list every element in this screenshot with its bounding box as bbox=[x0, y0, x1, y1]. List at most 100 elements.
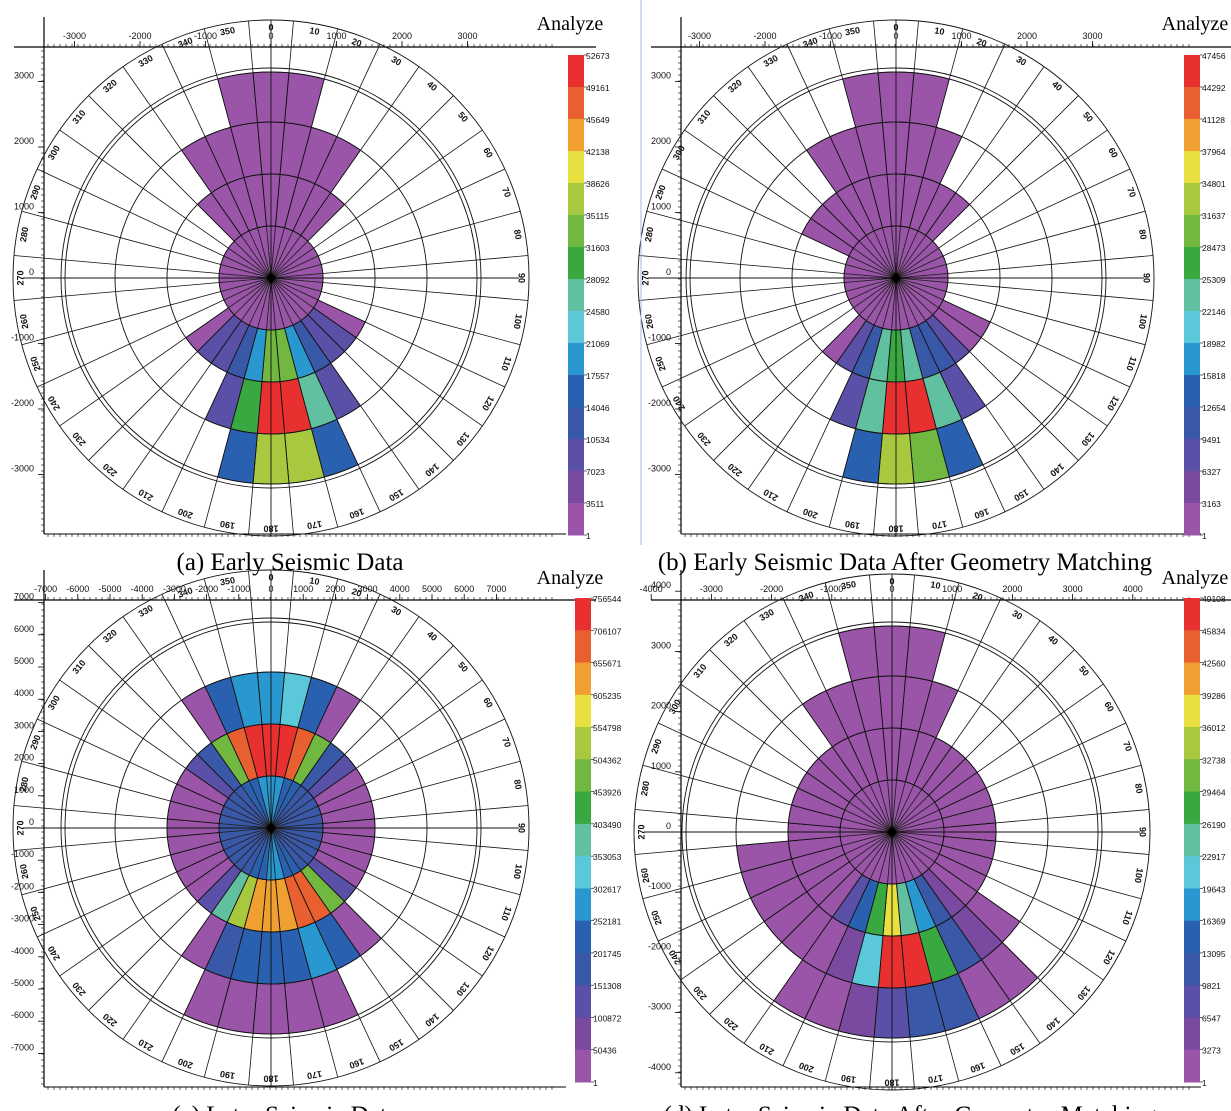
grid-spoke bbox=[824, 882, 879, 1082]
y-tick-label: 3000 bbox=[651, 71, 671, 81]
grid-spoke bbox=[925, 66, 1045, 236]
panel-title: Analyze bbox=[1162, 13, 1229, 35]
x-tick-label: 2000 bbox=[1017, 31, 1037, 41]
grid-spoke bbox=[913, 878, 1002, 1066]
angle-label: 140 bbox=[1048, 461, 1066, 478]
grid-spoke bbox=[13, 832, 220, 851]
grid-spoke bbox=[292, 44, 381, 232]
grid-spoke bbox=[307, 95, 454, 242]
angle-label: 290 bbox=[653, 184, 668, 202]
colorbar-swatch bbox=[575, 985, 591, 1018]
grid-spoke bbox=[634, 809, 841, 828]
angle-label: 260 bbox=[18, 313, 30, 330]
grid-spoke bbox=[925, 320, 1045, 490]
angle-label: 70 bbox=[500, 186, 513, 199]
grid-spoke bbox=[946, 210, 1146, 265]
colorbar-swatch bbox=[568, 215, 584, 248]
colorbar-label: 353053 bbox=[593, 852, 622, 862]
angle-label: 0 bbox=[268, 572, 273, 582]
colorbar-label: 38626 bbox=[586, 179, 610, 189]
angle-label: 50 bbox=[1077, 664, 1091, 678]
colorbar-label: 45834 bbox=[1202, 626, 1226, 636]
grid-spoke bbox=[786, 324, 875, 512]
y-tick-label: 6000 bbox=[14, 624, 34, 634]
colorbar-swatch bbox=[575, 1049, 591, 1083]
colorbar-label: 50436 bbox=[593, 1046, 617, 1056]
grid-spoke bbox=[317, 299, 505, 388]
grid-spoke bbox=[203, 878, 258, 1078]
grid-spoke bbox=[322, 805, 529, 824]
y-tick-label: 0 bbox=[29, 817, 34, 827]
grid-spoke bbox=[680, 861, 850, 981]
grid-spoke bbox=[292, 324, 381, 512]
x-tick-label: 1000 bbox=[942, 584, 962, 594]
colorbar-label: 10534 bbox=[586, 435, 610, 445]
y-tick-label: -1000 bbox=[648, 333, 671, 343]
grid-spoke bbox=[943, 836, 1150, 855]
angle-label: 110 bbox=[1120, 909, 1134, 926]
colorbar-label: 9491 bbox=[1202, 435, 1221, 445]
colorbar-swatch bbox=[575, 662, 591, 696]
angle-label: 240 bbox=[671, 394, 687, 412]
angle-label: 90 bbox=[1142, 273, 1152, 283]
x-tick-label: -1000 bbox=[194, 31, 217, 41]
angle-label: 230 bbox=[691, 984, 708, 1002]
colorbar-label: 15818 bbox=[1202, 371, 1226, 381]
grid-spoke bbox=[21, 210, 221, 265]
grid-spoke bbox=[709, 868, 856, 1015]
x-tick-label: -4000 bbox=[640, 584, 663, 594]
y-tick-label: 1000 bbox=[651, 202, 671, 212]
angle-label: 50 bbox=[456, 660, 470, 674]
colorbar-swatch bbox=[1184, 375, 1200, 408]
colorbar-swatch bbox=[575, 759, 591, 793]
colorbar-label: 151308 bbox=[593, 981, 622, 991]
angle-label: 90 bbox=[517, 823, 527, 833]
angle-label: 300 bbox=[46, 694, 62, 712]
colorbar-swatch bbox=[568, 407, 584, 440]
y-tick-label: 2000 bbox=[14, 136, 34, 146]
angle-label: 240 bbox=[46, 394, 62, 412]
grid-spoke bbox=[307, 314, 454, 461]
grid-spoke bbox=[275, 329, 294, 536]
grid-spoke bbox=[321, 291, 521, 346]
grid-spoke bbox=[900, 329, 919, 536]
panel-title: Analyze bbox=[537, 13, 604, 35]
angle-label: 350 bbox=[844, 25, 861, 37]
colorbar-swatch bbox=[1184, 1017, 1200, 1051]
colorbar-label: 12654 bbox=[1202, 403, 1226, 413]
angle-label: 300 bbox=[671, 144, 687, 162]
grid-spoke bbox=[88, 864, 235, 1011]
grid-spoke bbox=[905, 582, 960, 782]
grid-spoke bbox=[21, 841, 221, 896]
colorbar-label: 6547 bbox=[1202, 1013, 1221, 1023]
angle-label: 180 bbox=[263, 1074, 278, 1084]
panel-b: -3000-2000-10000100020003000300020001000… bbox=[637, 13, 1231, 576]
angle-label: 150 bbox=[387, 1037, 405, 1053]
grid-spoke bbox=[917, 44, 1006, 232]
colorbar-label: 504362 bbox=[593, 755, 622, 765]
angle-label: 160 bbox=[348, 1056, 366, 1071]
colorbar-label: 28092 bbox=[586, 275, 610, 285]
grid-spoke bbox=[934, 683, 1104, 803]
grid-spoke bbox=[292, 594, 381, 782]
x-tick-label: 3000 bbox=[457, 31, 477, 41]
y-tick-label: -4000 bbox=[11, 946, 34, 956]
grid-spoke bbox=[321, 760, 521, 815]
grid-spoke bbox=[869, 574, 888, 781]
colorbar-swatch bbox=[568, 311, 584, 344]
angle-label: 290 bbox=[649, 738, 664, 756]
colorbar-label: 1 bbox=[586, 531, 591, 541]
colorbar-swatch bbox=[1184, 343, 1200, 376]
colorbar-label: 41128 bbox=[1202, 115, 1225, 125]
colorbar-swatch bbox=[1184, 823, 1200, 857]
angle-label: 220 bbox=[101, 461, 119, 478]
colorbar-label: 42560 bbox=[1202, 659, 1226, 669]
y-tick-label: -2000 bbox=[11, 881, 34, 891]
angle-label: 40 bbox=[425, 79, 439, 93]
grid-spoke bbox=[161, 594, 250, 782]
grid-spoke bbox=[662, 168, 850, 257]
x-tick-label: -7000 bbox=[34, 584, 57, 594]
grid-spoke bbox=[638, 255, 845, 274]
y-tick-label: 2000 bbox=[651, 136, 671, 146]
x-tick-label: -2000 bbox=[753, 31, 776, 41]
